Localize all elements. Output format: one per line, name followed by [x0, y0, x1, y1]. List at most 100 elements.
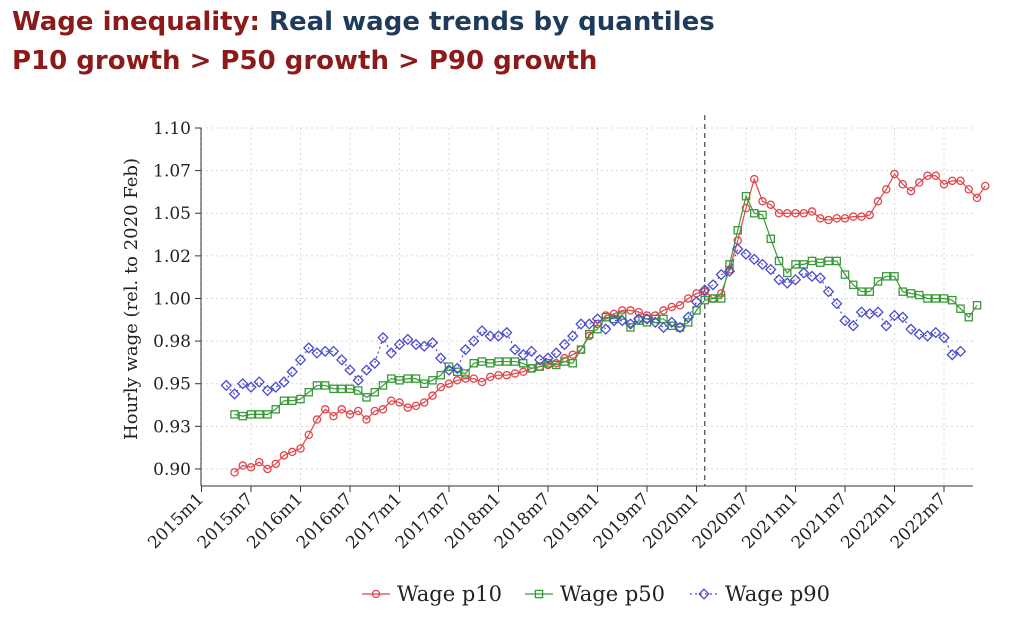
data-point — [428, 391, 437, 400]
data-point — [459, 343, 472, 356]
data-point — [682, 311, 694, 323]
data-point — [667, 302, 677, 312]
data-point — [261, 384, 274, 397]
data-point — [230, 468, 239, 477]
data-point — [601, 312, 611, 322]
data-point — [666, 316, 678, 329]
data-point — [641, 313, 653, 325]
data-point — [756, 258, 769, 271]
data-point — [220, 379, 232, 392]
data-point — [608, 314, 620, 327]
data-point — [864, 308, 876, 320]
data-point — [543, 359, 553, 368]
data-point — [254, 410, 264, 419]
data-point — [245, 381, 257, 393]
data-point — [304, 387, 313, 397]
data-point — [832, 214, 842, 223]
data-point — [789, 274, 802, 286]
data-point — [888, 309, 901, 322]
grid-lines — [201, 127, 973, 486]
legend-label: Wage p50 — [560, 582, 665, 606]
data-point — [905, 323, 917, 335]
data-point — [271, 405, 280, 414]
data-point — [296, 394, 305, 404]
data-point — [816, 258, 825, 267]
data-point — [585, 330, 594, 339]
data-point — [873, 197, 883, 206]
chart-title-part-2: Real wage trends by quantiles — [268, 7, 715, 37]
data-point — [378, 405, 388, 414]
data-point — [568, 350, 578, 359]
data-point — [485, 372, 495, 382]
data-point — [774, 208, 784, 218]
data-point — [773, 274, 785, 286]
data-point — [880, 320, 892, 332]
data-point — [931, 171, 941, 180]
data-point — [461, 374, 470, 383]
legend-label: Wage p90 — [725, 582, 830, 606]
data-point — [873, 277, 883, 286]
y-tick-label: 1.00 — [153, 289, 191, 309]
data-point — [237, 377, 249, 390]
data-point — [897, 311, 909, 323]
data-point — [931, 294, 941, 303]
data-point — [411, 374, 421, 383]
data-point — [725, 260, 734, 269]
data-point — [715, 268, 727, 281]
data-point — [410, 338, 422, 351]
data-point — [435, 352, 447, 364]
data-point — [906, 289, 916, 298]
series-line — [234, 172, 986, 473]
data-point — [840, 270, 850, 279]
data-point — [930, 326, 942, 339]
data-point — [279, 451, 289, 460]
data-point — [659, 306, 668, 315]
data-point — [353, 386, 363, 395]
data-point — [948, 176, 957, 186]
data-point — [649, 316, 661, 329]
data-point — [783, 208, 792, 218]
data-point — [286, 366, 298, 378]
data-point — [228, 388, 241, 400]
data-point — [732, 243, 744, 255]
data-point — [253, 376, 265, 388]
data-point — [609, 309, 619, 319]
data-point — [287, 447, 297, 457]
data-point — [906, 186, 916, 196]
data-point — [550, 347, 562, 359]
data-point — [674, 321, 686, 334]
legend-marker — [371, 589, 381, 599]
data-point — [560, 357, 569, 366]
data-point — [798, 267, 810, 279]
data-point — [525, 345, 538, 358]
data-point — [238, 461, 247, 470]
data-point — [320, 405, 330, 414]
data-point — [279, 396, 289, 406]
legend-item: Wage p50 — [525, 582, 665, 606]
data-point — [426, 337, 439, 349]
data-point — [882, 272, 891, 281]
data-point — [402, 333, 414, 346]
data-point — [948, 295, 957, 305]
series-wage-p50 — [230, 191, 982, 421]
data-point — [345, 384, 355, 394]
data-point — [741, 203, 751, 213]
data-point — [946, 349, 958, 361]
data-point — [477, 377, 487, 387]
data-point — [733, 226, 743, 235]
data-point — [634, 307, 644, 317]
data-point — [395, 398, 404, 407]
data-point — [882, 185, 891, 194]
data-point — [822, 285, 835, 298]
data-point — [890, 272, 899, 281]
data-point — [657, 321, 670, 334]
data-point — [386, 374, 396, 383]
data-point — [816, 214, 825, 223]
data-point — [750, 208, 759, 218]
data-point — [972, 301, 982, 310]
data-point — [418, 340, 430, 352]
data-point — [238, 411, 247, 421]
data-point — [469, 359, 478, 368]
data-point — [494, 357, 503, 366]
data-point — [337, 405, 346, 414]
